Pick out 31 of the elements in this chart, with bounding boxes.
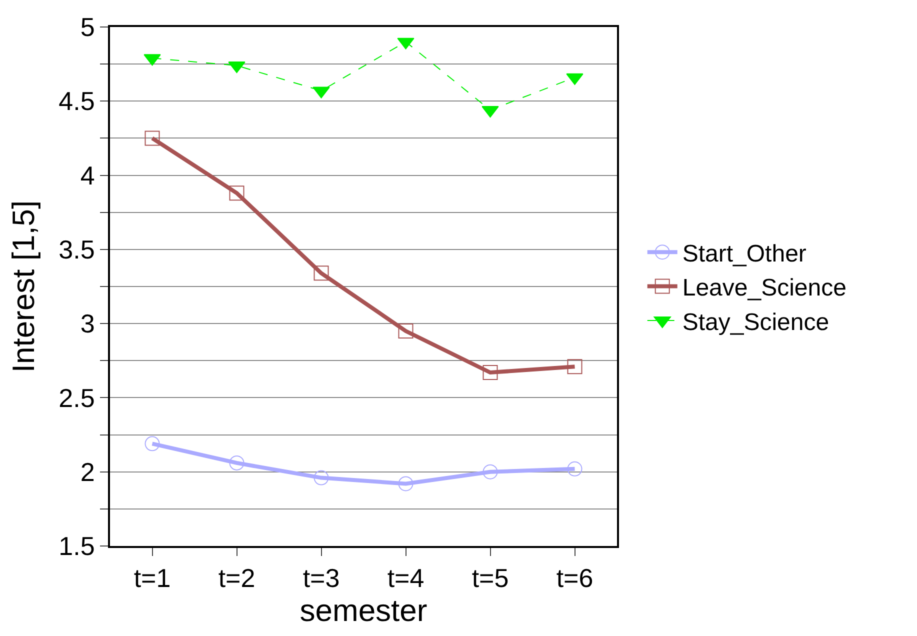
x-tick-label: t=2	[218, 563, 256, 594]
x-tick-label: t=4	[387, 563, 424, 594]
legend-label: Leave_Science	[682, 274, 846, 302]
point	[398, 323, 414, 338]
x-tick-label: t=1	[134, 563, 171, 594]
point	[567, 461, 582, 476]
point	[398, 476, 414, 492]
y-tick-label: 2	[80, 456, 95, 487]
point	[229, 186, 244, 201]
point	[482, 464, 498, 480]
point	[482, 365, 498, 380]
point	[144, 130, 160, 146]
point	[314, 266, 329, 281]
y-tick-label: 4.5	[58, 86, 95, 116]
y-tick-label: 1.5	[58, 531, 95, 562]
y-tick-label: 3.5	[58, 234, 95, 265]
x-axis-title: semester	[300, 593, 428, 628]
point	[314, 470, 329, 486]
legend-label: Start_Other	[682, 240, 806, 268]
point	[144, 436, 160, 452]
point	[229, 455, 244, 470]
x-tick-label: t=3	[302, 563, 340, 594]
legend-label: Stay_Science	[682, 308, 830, 336]
y-axis-title: Interest [1,5]	[6, 200, 41, 373]
point	[567, 359, 582, 374]
y-tick-label: 4	[80, 160, 95, 190]
y-tick-label: 5	[80, 12, 95, 42]
x-tick-label: t=6	[556, 563, 594, 594]
y-tick-label: 3	[80, 308, 95, 339]
x-tick-label: t=5	[472, 563, 509, 594]
y-tick-label: 2.5	[58, 382, 95, 413]
